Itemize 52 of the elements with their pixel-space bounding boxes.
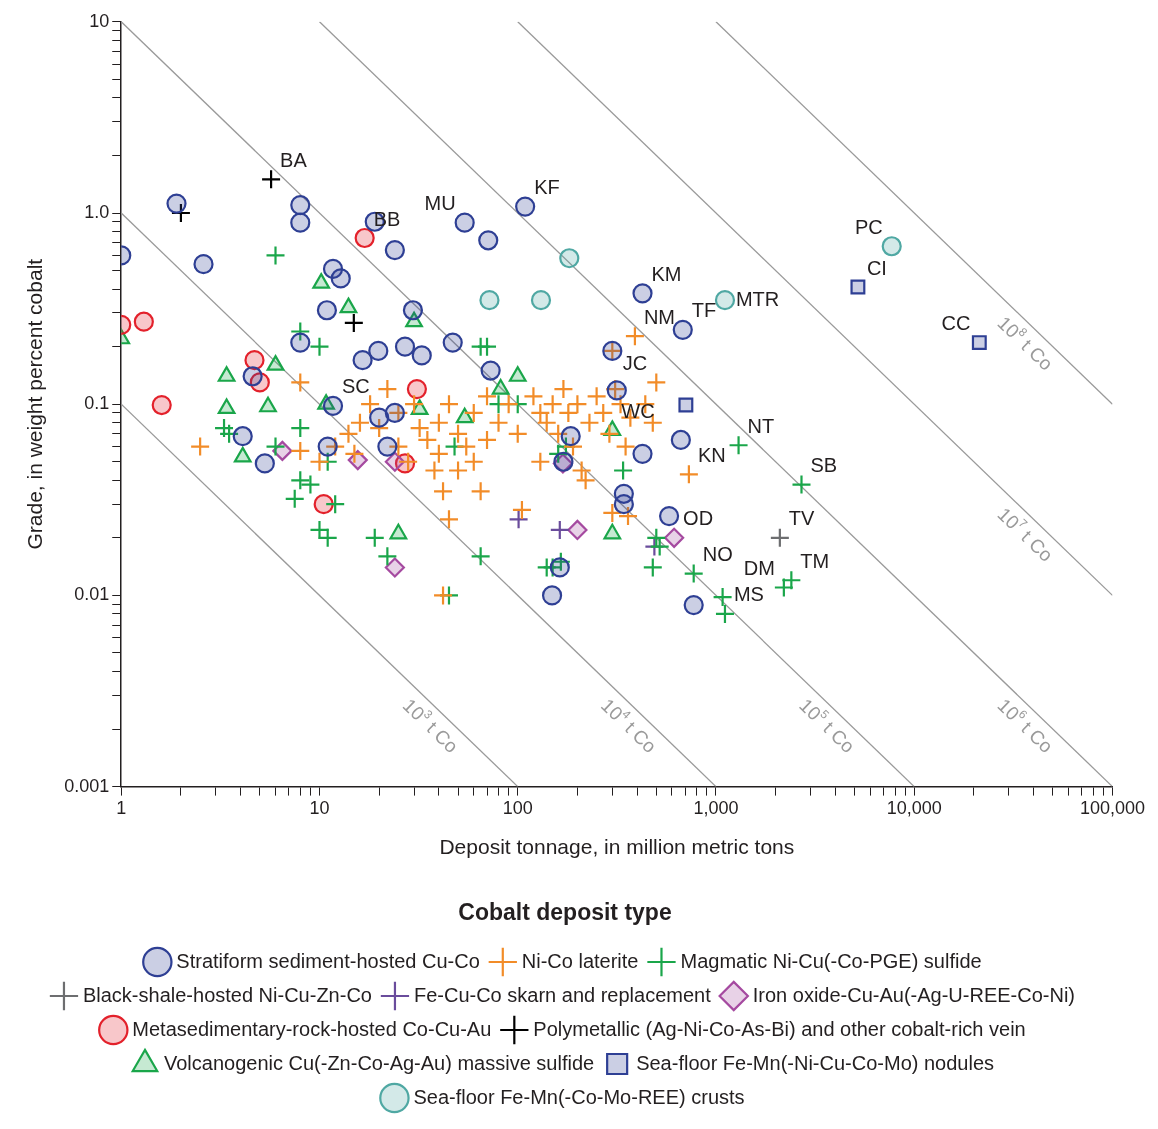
annotation: MU <box>424 192 456 215</box>
x-tick-label: 1 <box>116 798 127 819</box>
annotation: TM <box>800 549 830 572</box>
annotation: KF <box>534 176 560 199</box>
annotation: CI <box>866 256 887 279</box>
annotation: KM <box>651 262 682 285</box>
annotation: NM <box>643 305 676 328</box>
legend-label: Stratiform sediment-hosted Cu-Co <box>176 949 480 972</box>
annotation: DM <box>743 557 775 579</box>
legend-label: Sea-floor Fe-Mn(-Co-Mo-REE) crusts <box>413 1085 745 1108</box>
annotation: SB <box>810 454 838 477</box>
annotation: TF <box>691 299 717 322</box>
text: 108 t Co <box>993 312 1057 375</box>
annotation: JC <box>622 351 648 374</box>
annotation: OD <box>683 507 714 530</box>
annotation: NO <box>702 543 733 566</box>
annotation: CC <box>941 312 971 335</box>
text: 107 t Co <box>993 503 1057 566</box>
annotation: MTR <box>735 287 780 310</box>
x-tick-label: 10,000 <box>886 798 942 819</box>
legend-title: Cobalt deposit type <box>458 899 672 926</box>
annotation: BA <box>280 148 308 171</box>
y-tick-label: 0.001 <box>64 775 110 796</box>
x-tick-label: 100,000 <box>1079 798 1146 819</box>
legend-label: Sea-floor Fe-Mn(-Ni-Cu-Co-Mo) nodules <box>636 1051 995 1074</box>
annotation: PC <box>854 215 883 238</box>
legend-label: Volcanogenic Cu(-Zn-Co-Ag-Au) massive sulfide <box>163 1051 595 1074</box>
x-tick-label: 10 <box>309 798 330 819</box>
annotation: TV <box>788 507 816 530</box>
y-tick-label: 10 <box>89 10 110 31</box>
legend-label: Ni-Co laterite <box>521 949 639 972</box>
y-axis-title: Grade, in weight percent cobalt <box>23 258 47 550</box>
legend-label: Black-shale-hosted Ni-Cu-Zn-Co <box>82 983 372 1006</box>
x-tick-label: 1,000 <box>693 798 739 819</box>
y-tick-label: 1.0 <box>84 201 110 222</box>
y-tick-label: 0.01 <box>74 584 110 605</box>
legend-label: Metasedimentary-rock-hosted Co-Cu-Au <box>132 1017 492 1040</box>
x-tick-label: 100 <box>502 798 533 819</box>
text: 105 t Co <box>795 694 859 757</box>
annotation: NT <box>747 414 775 437</box>
legend-label: Fe-Cu-Co skarn and replacement <box>413 983 712 1006</box>
text: 106 t Co <box>993 694 1057 757</box>
text: 103 t Co <box>398 694 463 757</box>
legend-label: Magmatic Ni-Cu(-Co-PGE) sulfide <box>680 949 982 972</box>
legend-label: Polymetallic (Ag-Ni-Co-As-Bi) and other cobalt-rich vein <box>533 1017 1026 1040</box>
x-axis-title: Deposit tonnage, in million metric tons <box>439 834 795 858</box>
annotation: KN <box>697 443 726 466</box>
annotation: MS <box>733 583 764 606</box>
text: 104 t Co <box>597 694 661 757</box>
annotation: SC <box>342 375 370 398</box>
legend-label: Iron oxide-Cu-Au(-Ag-U-REE-Co-Ni) <box>752 983 1076 1006</box>
y-tick-label: 0.1 <box>84 393 110 414</box>
